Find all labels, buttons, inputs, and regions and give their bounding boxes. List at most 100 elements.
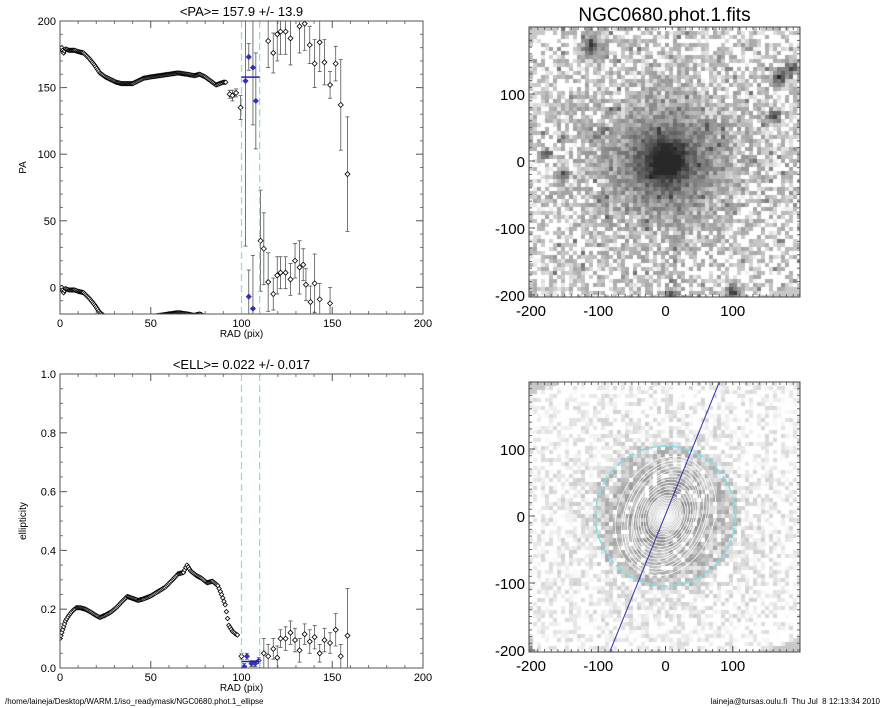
data-point — [129, 321, 133, 325]
data-point — [265, 653, 272, 660]
data-point — [203, 313, 205, 314]
image-panel-3: -200 -100 0 100 -200 -100 0 100 — [495, 381, 801, 675]
data-point — [316, 650, 323, 657]
galaxy-image — [529, 27, 800, 297]
data-point — [237, 104, 244, 111]
y-tick-label: 1.0 — [41, 369, 56, 381]
data-point — [241, 663, 248, 668]
data-point — [116, 320, 120, 324]
data-point — [222, 602, 228, 608]
plot-panel-0: <PA>= 157.9 +/- 13.9 RAD (pix) PA 0 50 100 150… — [18, 4, 432, 340]
y-tick-label: 0.2 — [41, 604, 56, 616]
x-tick-label: 200 — [414, 672, 432, 684]
x-tick-label: 100 — [232, 318, 250, 330]
data-point — [113, 319, 117, 323]
data-point — [207, 318, 211, 322]
data-point — [302, 281, 309, 288]
data-point — [134, 320, 138, 324]
isophote-contour — [650, 498, 682, 534]
x-tick-label: 50 — [145, 318, 157, 330]
data-point — [287, 276, 294, 283]
y-tick-label: 0.4 — [41, 545, 56, 557]
data-point — [137, 318, 141, 322]
x-tick-label: 0 — [661, 303, 669, 320]
isophote-contour — [658, 508, 673, 524]
data-point — [133, 320, 137, 324]
data-point — [111, 318, 115, 322]
y-axis-label: ellipticity — [18, 502, 29, 540]
data-point — [307, 298, 314, 306]
data-point — [274, 31, 281, 38]
data-point — [287, 35, 294, 42]
data-point — [216, 322, 220, 326]
data-point — [204, 315, 208, 319]
data-point — [306, 638, 313, 645]
y-tick-label: 150 — [38, 83, 56, 95]
data-point — [105, 313, 106, 314]
data-point — [60, 627, 66, 633]
isophote-contour — [655, 504, 676, 528]
position-angle-line — [609, 382, 720, 652]
data-point — [321, 637, 328, 644]
user-timestamp-label: laineja@tursas.oulu.fi Thu Jul 8 12:13:3… — [710, 697, 880, 706]
isophote-contour — [661, 511, 670, 521]
y-tick-label: 0 — [517, 509, 525, 526]
data-point — [108, 317, 112, 321]
data-point — [60, 624, 67, 630]
y-axis-label: PA — [18, 161, 29, 174]
y-tick-label: 50 — [44, 216, 56, 228]
data-point — [296, 647, 303, 654]
y-tick-label: 0.8 — [41, 428, 56, 440]
data-point — [282, 635, 289, 642]
data-point — [337, 653, 344, 660]
data-layer — [60, 562, 351, 668]
x-tick-label: 0 — [661, 658, 669, 675]
isophote-contour — [648, 496, 683, 536]
data-point — [105, 316, 109, 320]
data-point — [223, 79, 229, 86]
y-tick-label: 0 — [50, 282, 56, 294]
data-point — [114, 320, 118, 324]
data-point — [214, 322, 218, 326]
data-point — [270, 645, 277, 652]
y-tick-label: -100 — [495, 221, 525, 238]
data-point — [327, 639, 334, 647]
x-tick-label: 0 — [57, 672, 63, 684]
data-point — [344, 632, 351, 639]
data-point — [249, 64, 256, 71]
data-point — [282, 269, 289, 276]
x-tick-label: 100 — [720, 303, 745, 320]
x-tick-label: -100 — [583, 658, 613, 675]
data-point — [219, 321, 223, 325]
data-point — [222, 320, 226, 324]
isophote-contour — [623, 462, 708, 570]
data-point — [238, 653, 245, 660]
y-tick-label: -200 — [495, 288, 525, 305]
data-point — [229, 92, 236, 99]
isophote-contour — [660, 509, 671, 523]
data-point — [332, 626, 339, 633]
data-point — [121, 321, 125, 325]
isophote-contour — [651, 499, 680, 533]
data-point — [277, 635, 284, 642]
data-point — [215, 322, 219, 326]
data-point — [123, 321, 127, 325]
data-point — [112, 319, 116, 323]
data-point — [291, 257, 299, 264]
plot-panel-1: <ELL>= 0.022 +/- 0.017 RAD (pix) elliptici… — [18, 357, 432, 694]
x-tick-label: -200 — [516, 658, 546, 675]
y-tick-label: -200 — [495, 643, 525, 660]
isophote-contour — [642, 488, 689, 544]
x-tick-label: 150 — [323, 672, 341, 684]
data-point — [245, 53, 252, 61]
data-point — [135, 319, 139, 323]
data-point — [224, 320, 228, 324]
data-point — [277, 28, 284, 35]
data-point — [327, 300, 334, 307]
x-tick-label: 150 — [323, 318, 341, 330]
data-point — [208, 318, 212, 322]
isophote-contour — [652, 501, 679, 531]
data-point — [212, 321, 216, 325]
image-frame — [528, 26, 801, 298]
